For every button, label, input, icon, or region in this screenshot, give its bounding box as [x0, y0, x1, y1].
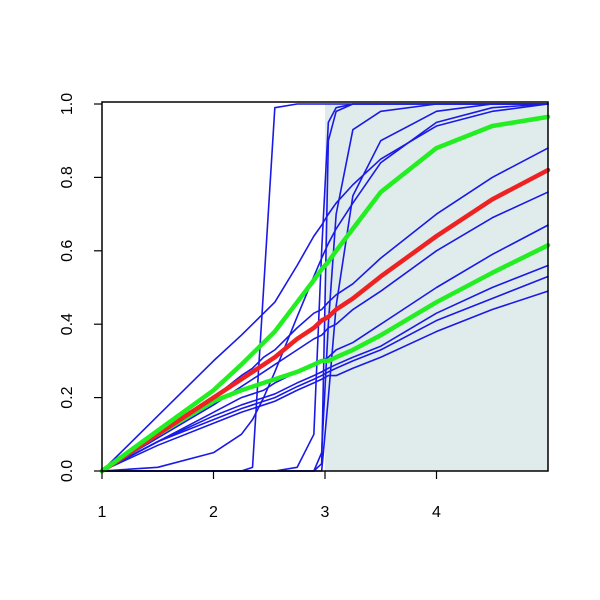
- series-line: [99, 243, 551, 474]
- series-line: [99, 114, 551, 474]
- y-tick-label: 0.6: [59, 240, 76, 262]
- series-line: [101, 290, 549, 472]
- series-line: [99, 167, 551, 474]
- x-tick-label: 4: [432, 504, 441, 521]
- y-tick-label: 0.4: [59, 313, 76, 335]
- x-tick-label: 2: [209, 504, 218, 521]
- x-tick-label: 1: [98, 504, 107, 521]
- series-line: [101, 275, 549, 472]
- series-line: [101, 264, 549, 472]
- series-line: [101, 103, 549, 472]
- x-tick-label: 3: [321, 504, 330, 521]
- y-tick-label: 0.0: [59, 460, 76, 482]
- y-tick-label: 0.8: [59, 166, 76, 188]
- y-tick-label: 1.0: [59, 93, 76, 115]
- y-tick-label: 0.2: [59, 386, 76, 408]
